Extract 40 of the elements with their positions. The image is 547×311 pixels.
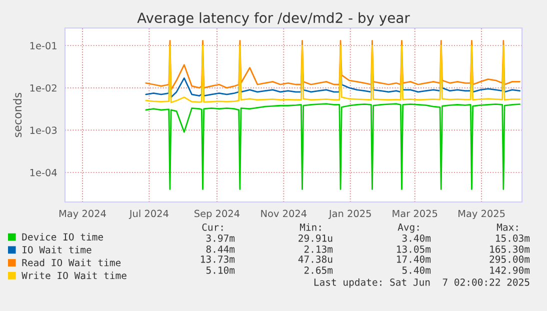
x-tick-label: May 2025 xyxy=(458,210,505,220)
x-tick-label: May 2024 xyxy=(59,210,106,220)
text: 13.73m xyxy=(201,255,235,263)
text: Avg: xyxy=(398,224,419,233)
text: 165.30m xyxy=(490,245,530,253)
text: 17.40m xyxy=(397,255,431,263)
text: 29.91u xyxy=(298,234,332,242)
text: 3.40m xyxy=(402,234,431,242)
x-tick-label: Nov 2024 xyxy=(261,210,307,218)
legend-label: Write IO Wait time xyxy=(22,272,126,280)
text: 13.05m xyxy=(397,245,431,253)
text: 47.38u xyxy=(298,255,332,263)
text: Max: xyxy=(496,224,518,231)
y-axis-title: seconds xyxy=(13,92,22,138)
legend-label: IO Wait time xyxy=(22,246,92,254)
y-tick-label: 1e-04 xyxy=(30,168,57,176)
text: 2.65m xyxy=(304,266,333,274)
chart-title: Average latency for /dev/md2 - by year xyxy=(137,12,410,26)
x-tick-label: Sep 2024 xyxy=(194,210,240,220)
text: Min: xyxy=(300,223,321,231)
x-tick-label: Jan 2025 xyxy=(328,210,371,219)
x-tick-label: Jul 2024 xyxy=(128,210,168,219)
legend-label: Read IO Wait time xyxy=(22,258,121,266)
text: 3.97m xyxy=(206,234,235,242)
legend-label: Device IO time xyxy=(22,233,103,241)
text: 8.44m xyxy=(206,245,235,253)
text: 5.10m xyxy=(206,266,235,274)
x-tick-label: Mar 2025 xyxy=(392,210,438,218)
text: 295.00m xyxy=(490,255,530,263)
text: Cur: xyxy=(202,223,223,231)
text: 5.40m xyxy=(402,266,431,274)
y-tick-label: 1e-02 xyxy=(30,84,56,92)
text: Last update: Sat Jun 7 02:00:22 2025 xyxy=(314,278,530,288)
text: 2.13m xyxy=(304,245,333,253)
text: 142.90m xyxy=(490,266,530,274)
y-tick-label: 1e-03 xyxy=(30,126,57,134)
line-series xyxy=(145,44,521,104)
y-tick-label: 1e-01 xyxy=(30,42,56,50)
line-series xyxy=(145,103,521,190)
text: 15.03m xyxy=(496,234,530,242)
